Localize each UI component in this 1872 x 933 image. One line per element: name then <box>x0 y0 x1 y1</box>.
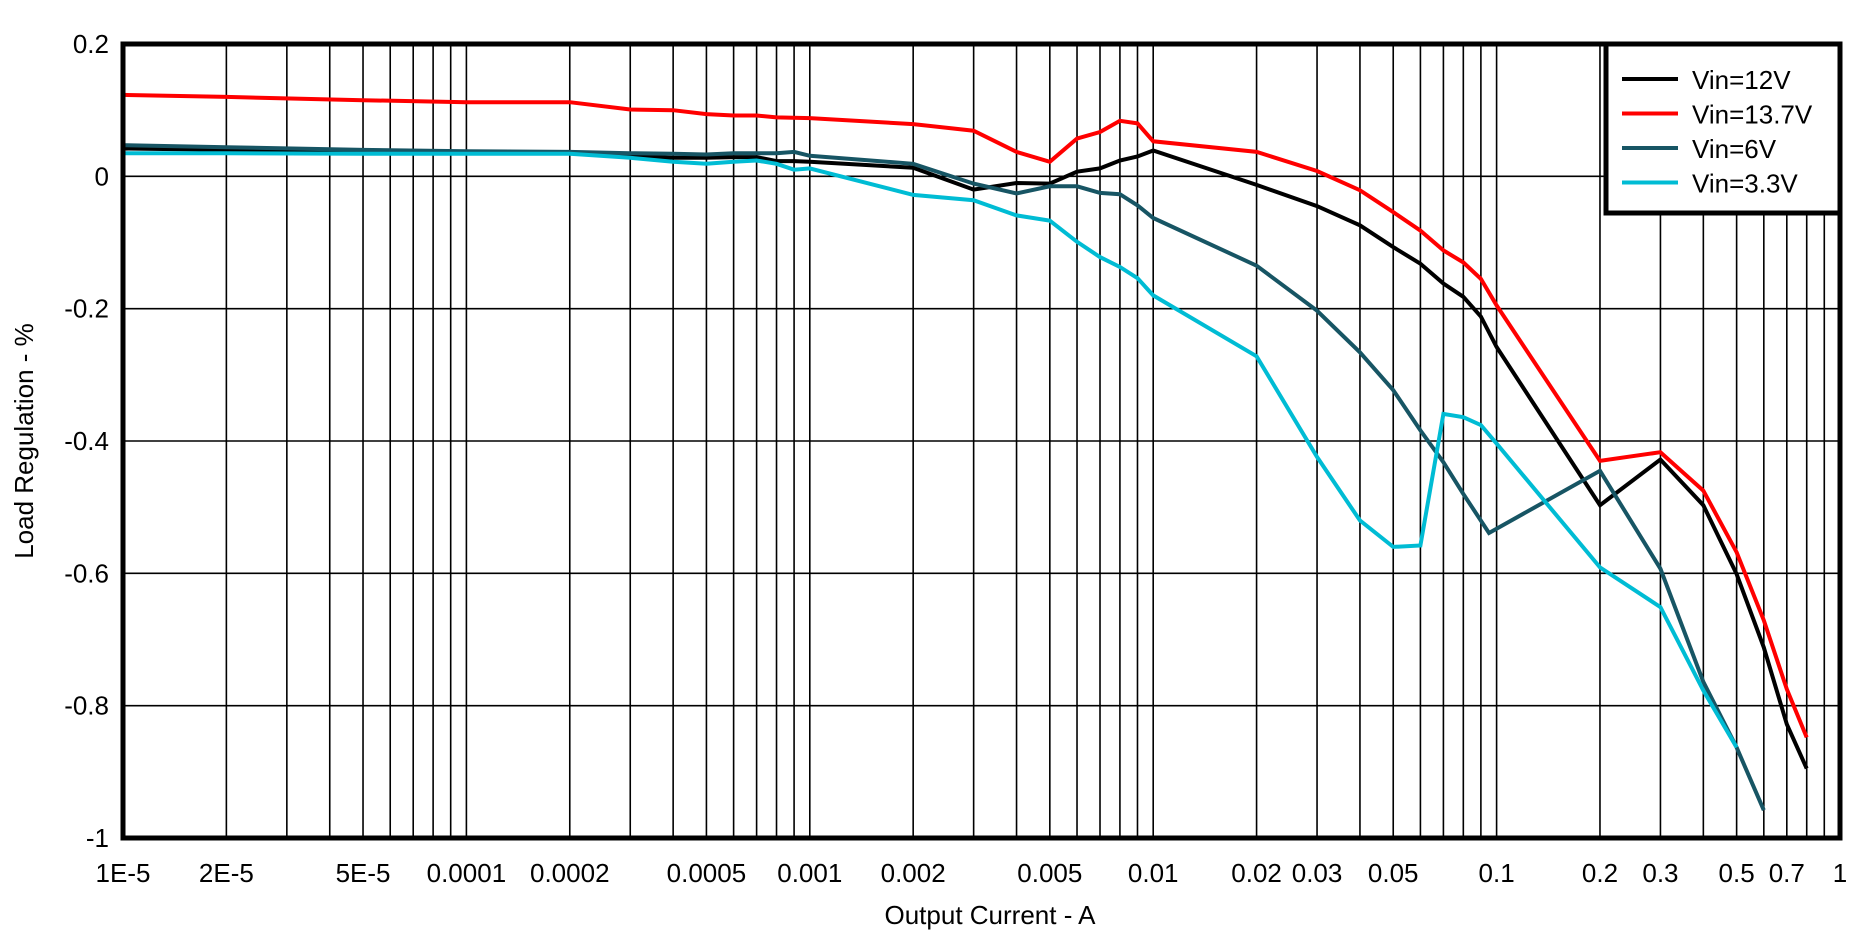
x-tick-label: 0.03 <box>1292 858 1343 888</box>
legend-box <box>1603 41 1843 216</box>
grid-lines <box>123 43 1840 839</box>
y-tick-label: -0.2 <box>64 294 109 324</box>
x-tick-label: 0.3 <box>1642 858 1678 888</box>
x-tick-label: 0.2 <box>1582 858 1618 888</box>
x-tick-label: 0.005 <box>1017 858 1082 888</box>
x-tick-label: 0.001 <box>777 858 842 888</box>
data-series <box>122 92 1809 811</box>
y-tick-label: -0.4 <box>64 426 109 456</box>
x-tick-label: 0.002 <box>881 858 946 888</box>
legend-item: Vin=3.3V <box>1622 169 1798 199</box>
series-line-1 <box>122 92 1809 739</box>
y-tick-label: -0.6 <box>64 558 109 588</box>
legend-item: Vin=12V <box>1622 65 1791 95</box>
x-axis-title: Output Current - A <box>885 900 1097 930</box>
legend-item: Vin=13.7V <box>1622 100 1813 130</box>
y-tick-label: -0.8 <box>64 691 109 721</box>
y-axis-tick-labels: 0.2 0 -0.2 -0.4 -0.6 -0.8 -1 <box>64 29 109 853</box>
plot-frame <box>120 41 1843 841</box>
x-tick-label: 2E-5 <box>199 858 254 888</box>
x-tick-label: 1 <box>1833 858 1847 888</box>
y-tick-label: -1 <box>86 823 109 853</box>
x-tick-label: 5E-5 <box>336 858 391 888</box>
x-tick-label: 0.02 <box>1231 858 1282 888</box>
x-axis-tick-labels: 1E-5 2E-5 5E-5 0.0001 0.0002 0.0005 0.001 0.002… <box>96 858 1848 888</box>
legend-label: Vin=12V <box>1692 65 1791 95</box>
legend-label: Vin=3.3V <box>1692 169 1798 199</box>
legend-items: Vin=12V Vin=13.7V Vin=6V Vin=3.3V <box>1622 65 1813 199</box>
x-tick-label: 0.7 <box>1769 858 1805 888</box>
x-tick-label: 1E-5 <box>96 858 151 888</box>
legend-label: Vin=6V <box>1692 134 1777 164</box>
x-tick-label: 0.0005 <box>667 858 747 888</box>
x-tick-label: 0.0002 <box>530 858 610 888</box>
y-tick-label: 0.2 <box>73 29 109 59</box>
series-line-3 <box>123 151 1739 749</box>
legend: Vin=12V Vin=13.7V Vin=6V Vin=3.3V <box>1603 41 1843 216</box>
x-tick-label: 0.5 <box>1719 858 1755 888</box>
series-line-2 <box>122 143 1766 811</box>
legend-label: Vin=13.7V <box>1692 100 1813 130</box>
x-tick-label: 0.01 <box>1128 858 1179 888</box>
y-tick-label: 0 <box>95 161 109 191</box>
x-tick-label: 0.05 <box>1368 858 1419 888</box>
series-line-0 <box>122 146 1809 770</box>
y-axis-title: Load Regulation - % <box>9 323 39 559</box>
x-tick-label: 0.1 <box>1479 858 1515 888</box>
x-tick-label: 0.0001 <box>427 858 507 888</box>
legend-item: Vin=6V <box>1622 134 1777 164</box>
